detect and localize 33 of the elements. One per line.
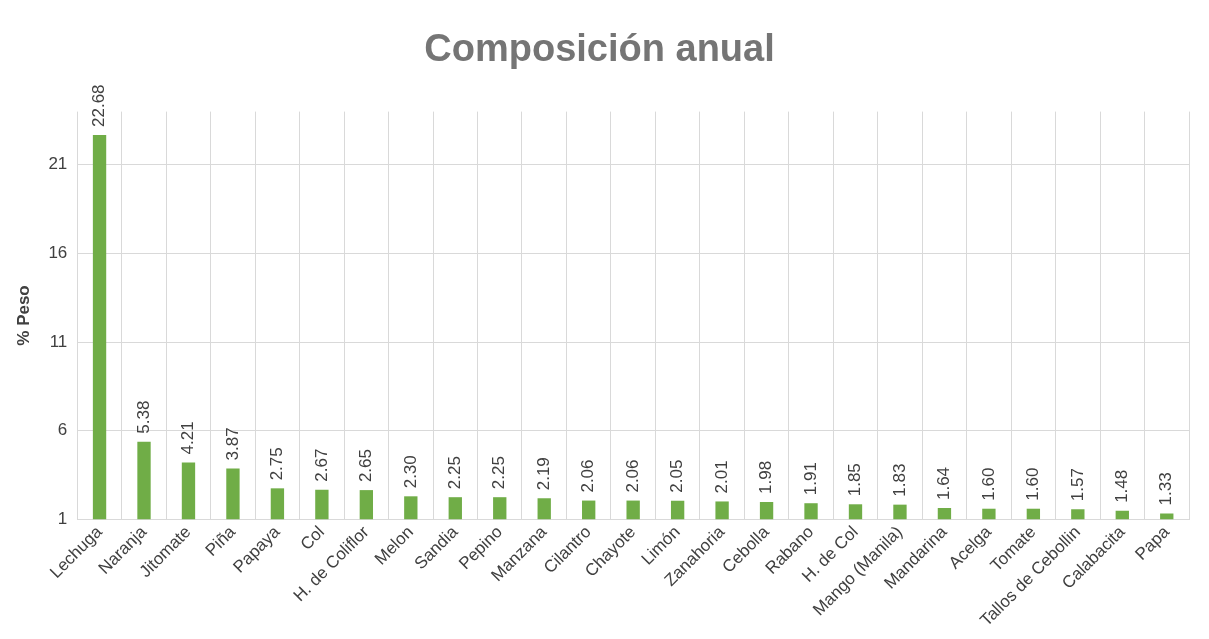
data-label: 2.01 [711,460,731,494]
data-label: 2.67 [311,448,331,482]
data-label: 1.60 [978,467,998,501]
y-axis-title: % Peso [13,285,33,346]
data-label: 1.33 [1156,472,1176,506]
data-label: 2.30 [400,455,420,489]
data-label: 1.57 [1067,468,1087,502]
data-label: 2.19 [533,457,553,491]
data-label: 2.25 [489,456,509,490]
y-tick-label: 6 [57,420,68,440]
data-label: 1.60 [1023,467,1043,501]
data-label: 1.98 [756,460,776,494]
data-label: 3.87 [222,427,242,461]
data-label: 1.83 [889,463,909,497]
y-tick-label: 21 [48,154,68,174]
data-label: 2.25 [444,456,464,490]
data-label: 1.85 [845,463,865,497]
data-label: 2.65 [356,449,376,483]
x-tick-label: Col [296,522,329,554]
data-label: 2.06 [578,459,598,493]
data-label: 2.06 [622,459,642,493]
data-label: 1.48 [1111,469,1131,503]
data-label: 22.68 [89,84,109,127]
data-label: 5.38 [133,400,153,434]
y-tick-label: 11 [49,331,68,351]
data-label: 2.05 [667,459,687,493]
data-label: 1.64 [934,466,954,501]
data-label: 1.91 [800,462,820,496]
y-tick-label: 1 [57,509,68,529]
chart-title: Composición anual [424,27,775,70]
data-label: 2.75 [267,447,287,481]
data-label: 4.21 [178,421,198,455]
y-tick-label: 16 [48,243,68,263]
